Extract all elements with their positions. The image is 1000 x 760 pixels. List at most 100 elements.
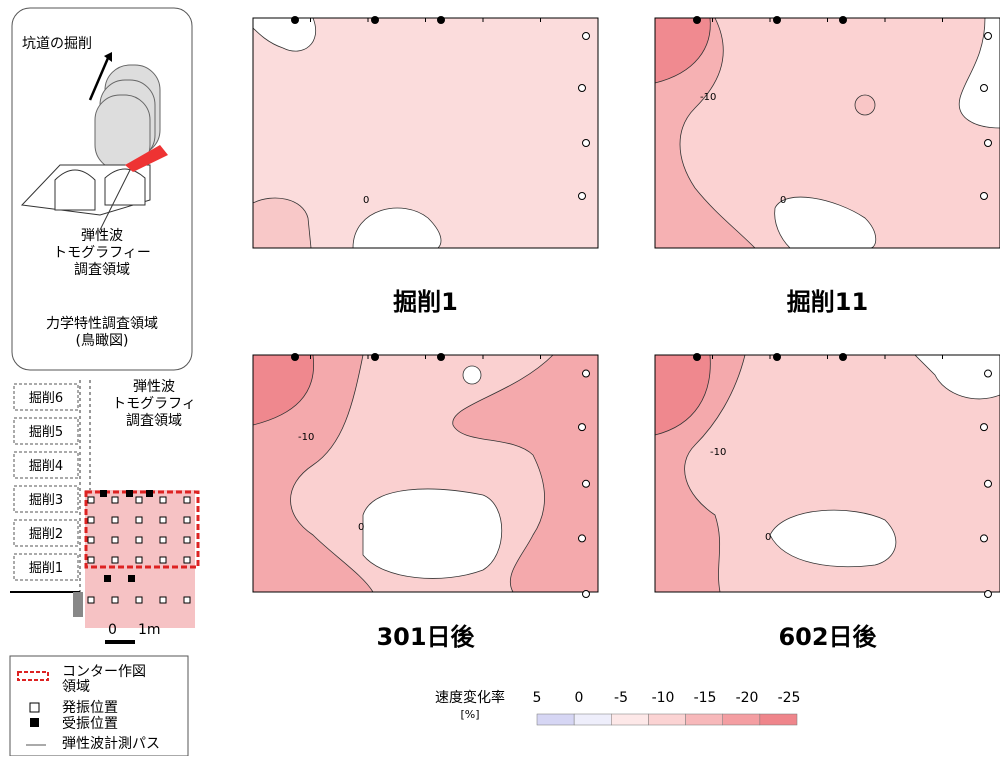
colorbar-tick-label: -5 xyxy=(614,690,628,706)
plan-tomography-label: 弾性波トモグラフィ調査領域 xyxy=(112,379,196,429)
sensor xyxy=(88,557,94,563)
colorbar-tick-label: -20 xyxy=(736,690,759,706)
plan-view: 弾性波トモグラフィ調査領域 0 1m 掘削6掘削5掘削4掘削3掘削2掘削1 xyxy=(10,379,198,644)
line: 力学特性調査領域 xyxy=(46,315,158,332)
legend-text: 受振位置 xyxy=(62,716,118,732)
receiver xyxy=(104,575,111,582)
sensor xyxy=(184,557,190,563)
panel-title: 301日後 xyxy=(376,623,475,651)
sensor xyxy=(136,597,142,603)
receiver-dot xyxy=(693,16,701,24)
colorbar-tick-label: 5 xyxy=(533,690,542,706)
receiver-dot xyxy=(773,353,781,361)
source-dot xyxy=(583,480,590,487)
receiver xyxy=(146,490,153,497)
contour-label: 0 xyxy=(765,532,771,543)
contour-label: 0 xyxy=(358,522,364,533)
contour-panels: 0掘削1-100掘削11-100301日後-100602日後 xyxy=(253,16,1000,651)
line: トモグラフィー xyxy=(53,245,151,261)
colorbar-cell xyxy=(574,714,611,725)
receiver xyxy=(128,575,135,582)
colorbar-tick-label: -15 xyxy=(694,690,717,706)
receiver-dot xyxy=(437,16,445,24)
figure: 坑道の掘削 弾性波トモグラフィー調査領域 力学特性調査領域(鳥瞰図) 弾性波トモ… xyxy=(0,0,1000,756)
receiver-dot xyxy=(437,353,445,361)
source-dot xyxy=(985,480,992,487)
sensor xyxy=(184,537,190,543)
line: トモグラフィ xyxy=(112,396,196,412)
source-dot xyxy=(583,140,590,147)
sensor xyxy=(160,537,166,543)
excavation-label: 坑道の掘削 xyxy=(22,36,92,52)
source-dot xyxy=(981,193,988,200)
colorbar-tick-label: -10 xyxy=(652,690,675,706)
contour-label: 0 xyxy=(363,195,369,206)
contour-panel: -10 0 xyxy=(253,353,598,598)
contour-panel: -10 0 xyxy=(655,16,1000,248)
contour-panel: 0 xyxy=(253,16,598,248)
source-dot xyxy=(579,535,586,542)
line: コンター作図 xyxy=(62,664,146,680)
contour-label: -10 xyxy=(710,447,726,458)
receiver-dot xyxy=(773,16,781,24)
colorbar-cell xyxy=(537,714,574,725)
contour-region xyxy=(855,95,875,115)
sensor xyxy=(88,537,94,543)
colorbar-cell xyxy=(648,714,685,725)
receiver-dot xyxy=(693,353,701,361)
colorbar: 5 0 -5 -10 -15 -20 -25 xyxy=(533,690,801,725)
source-dot xyxy=(579,193,586,200)
source-dot xyxy=(985,591,992,598)
source-dot xyxy=(583,370,590,377)
sensor xyxy=(184,597,190,603)
sensor xyxy=(112,537,118,543)
sensor xyxy=(136,517,142,523)
sensor xyxy=(112,517,118,523)
sensor xyxy=(160,517,166,523)
panel-title: 掘削1 xyxy=(393,288,458,316)
sensor xyxy=(136,497,142,503)
contour-region xyxy=(363,489,502,578)
sensor xyxy=(136,557,142,563)
source-dot xyxy=(583,591,590,598)
contour-panel: -10 0 xyxy=(655,353,1000,598)
sensor xyxy=(184,517,190,523)
colorbar-title: 速度変化率 xyxy=(435,689,505,706)
scale-unit: 1m xyxy=(138,622,161,638)
colorbar-cell xyxy=(723,714,760,725)
line: (鳥瞰図) xyxy=(76,333,129,349)
colorbar-tick-label: 0 xyxy=(575,690,584,706)
legend-text: 発振位置 xyxy=(62,700,118,716)
stage-label: 掘削5 xyxy=(29,425,63,440)
stage-label: 掘削4 xyxy=(29,459,63,474)
stage-label: 掘削2 xyxy=(29,527,63,542)
line: 調査領域 xyxy=(74,261,130,278)
colorbar-unit: [%] xyxy=(460,708,479,721)
contour-label: 0 xyxy=(780,195,786,206)
scale-zero: 0 xyxy=(108,622,117,638)
contour-label: -10 xyxy=(298,432,314,443)
receiver-dot xyxy=(371,353,379,361)
sensor xyxy=(160,597,166,603)
sensor xyxy=(112,597,118,603)
sensor xyxy=(112,557,118,563)
colorbar-cell xyxy=(760,714,797,725)
legend-swatch xyxy=(30,718,39,727)
line: 領域 xyxy=(62,678,90,695)
receiver-dot xyxy=(839,353,847,361)
contour-label: -10 xyxy=(700,92,716,103)
receiver xyxy=(100,490,107,497)
source-dot xyxy=(579,85,586,92)
receiver-dot xyxy=(839,16,847,24)
stage-label: 掘削1 xyxy=(29,561,63,576)
source-dot xyxy=(981,85,988,92)
contour-region xyxy=(463,366,481,384)
sensor xyxy=(136,537,142,543)
legend-text: 弾性波計測パス xyxy=(62,736,160,752)
panel-title: 掘削11 xyxy=(787,288,868,316)
source-dot xyxy=(985,140,992,147)
line: 調査領域 xyxy=(126,412,182,429)
colorbar-tick-label: -25 xyxy=(778,690,801,706)
source-dot xyxy=(981,424,988,431)
receiver xyxy=(126,490,133,497)
